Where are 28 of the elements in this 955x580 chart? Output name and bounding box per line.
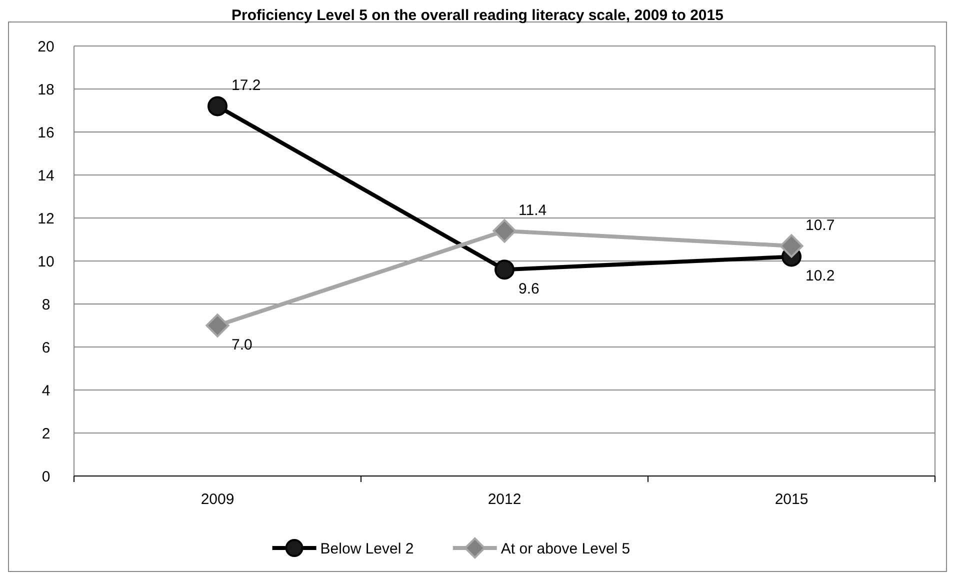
y-tick-label: 20 xyxy=(38,38,54,56)
data-label: 11.4 xyxy=(518,202,547,219)
legend-label: At or above Level 5 xyxy=(500,540,630,558)
y-tick-label: 12 xyxy=(38,210,54,228)
point xyxy=(492,219,516,243)
point xyxy=(494,260,514,280)
data-label: 17.2 xyxy=(232,77,261,94)
x-tick-label: 2009 xyxy=(200,491,234,508)
y-tick-label: 6 xyxy=(42,339,50,356)
y-tick-label: 4 xyxy=(42,382,50,400)
point xyxy=(780,234,804,258)
data-label: 9.6 xyxy=(518,280,540,298)
y-tick-label: 14 xyxy=(38,167,54,184)
y-tick-label: 0 xyxy=(42,468,50,486)
data-label: 10.7 xyxy=(806,216,835,234)
chart-title: Proficiency Level 5 on the overall reading literacy scale, 2009 to 2015 xyxy=(232,7,724,24)
data-label: 7.0 xyxy=(232,336,252,354)
y-tick-label: 18 xyxy=(38,81,54,98)
y-tick-label: 8 xyxy=(42,296,50,314)
y-tick-label: 10 xyxy=(38,253,54,270)
data-label: 10.2 xyxy=(806,268,835,285)
x-tick-label: 2015 xyxy=(774,491,808,508)
x-tick-label: 2012 xyxy=(488,491,522,508)
point xyxy=(206,314,230,338)
legend-label: Below Level 2 xyxy=(320,540,414,558)
y-tick-label: 2 xyxy=(42,425,50,442)
point xyxy=(208,96,228,116)
y-tick-label: 16 xyxy=(38,124,54,142)
